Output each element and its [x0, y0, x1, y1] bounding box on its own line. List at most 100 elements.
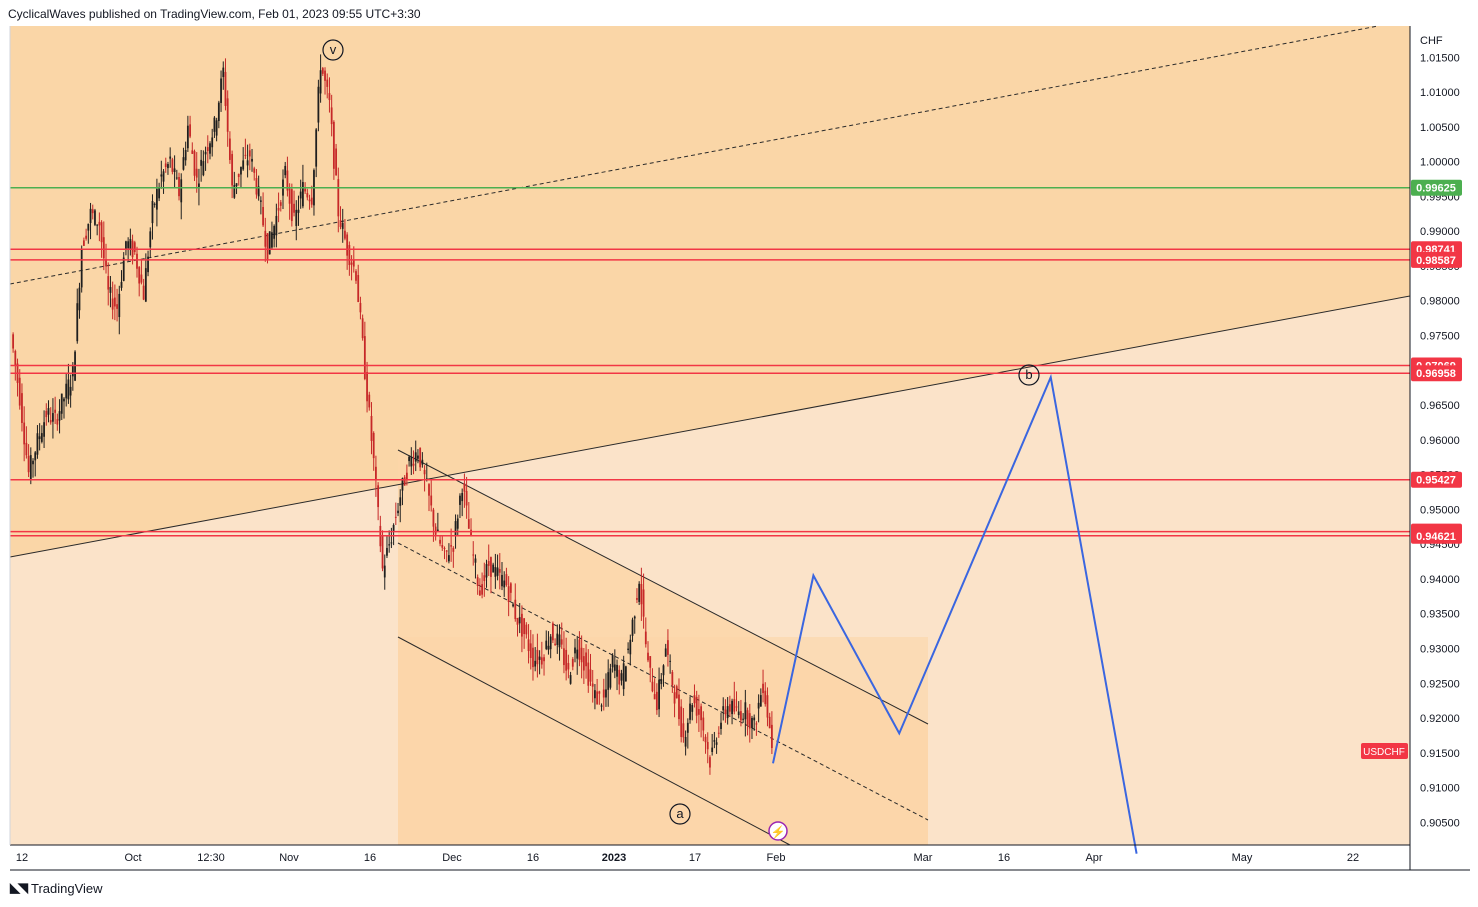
candle-body: [421, 459, 424, 465]
candle-body: [164, 163, 167, 168]
candle-body: [536, 649, 539, 665]
candle-body: [253, 168, 256, 173]
candle-body: [644, 631, 647, 645]
candle-body: [355, 271, 357, 281]
candle-body: [339, 220, 342, 227]
candle-body: [706, 741, 709, 750]
candle-body: [32, 460, 34, 465]
candle-body: [713, 740, 716, 742]
candle-body: [711, 747, 714, 753]
candle-body: [485, 564, 488, 578]
candle-body: [545, 640, 548, 649]
candle-body: [310, 197, 313, 205]
candle-body: [627, 648, 630, 650]
candle-body: [742, 718, 745, 720]
candle-body: [567, 662, 570, 670]
candle-body: [317, 86, 320, 123]
candle-body: [467, 519, 470, 529]
candle-body: [642, 589, 645, 617]
candle-body: [377, 485, 380, 508]
candle-body: [514, 599, 517, 620]
plot-area[interactable]: [10, 26, 1410, 845]
candle-body: [691, 705, 694, 712]
candle-body: [651, 681, 654, 692]
candle-body: [94, 210, 96, 225]
candle-body: [89, 208, 92, 223]
candle-body: [100, 222, 103, 243]
candle-body: [324, 70, 326, 81]
trendlines: [9, 25, 1411, 846]
y-tick-label: 0.90500: [1420, 817, 1460, 829]
candle-body: [204, 151, 207, 155]
candle-body: [543, 657, 545, 662]
candle-body: [405, 472, 408, 481]
y-tick-label: 0.97500: [1420, 331, 1460, 343]
y-tick-label: 0.93500: [1420, 609, 1460, 621]
candle-body: [82, 240, 85, 246]
candle-body: [636, 598, 638, 600]
axes: CHF1.015001.010001.005001.000000.995000.…: [9, 26, 1470, 871]
candle-body: [366, 371, 368, 402]
candle-body: [27, 455, 30, 473]
lightning-icon: ⚡: [771, 825, 786, 839]
candle-body: [206, 147, 209, 151]
candle-body: [240, 166, 242, 175]
upper-zone: [10, 26, 1410, 557]
candle-body: [585, 652, 587, 667]
candle-body: [138, 267, 141, 284]
candle-body: [184, 150, 187, 161]
level-tag-label: 0.98587: [1416, 255, 1456, 267]
candle-body: [733, 699, 736, 712]
candle-body: [229, 138, 231, 160]
candle-body: [140, 274, 143, 283]
candle-body: [490, 557, 492, 577]
candle-body: [728, 704, 731, 712]
candle-body: [211, 137, 214, 148]
candle-body: [680, 706, 683, 737]
symbol-tag-bg: [1361, 743, 1408, 759]
candle-body: [383, 565, 386, 578]
candle-body: [598, 691, 601, 694]
y-tick-label: 0.98000: [1420, 296, 1460, 308]
level-tag-label: 0.96958: [1416, 368, 1456, 380]
candle-body: [180, 179, 183, 203]
candle-body: [142, 285, 145, 300]
y-tick-label: 0.92500: [1420, 678, 1460, 690]
candle-body: [359, 302, 362, 313]
candle-body: [417, 455, 419, 459]
candle-body: [638, 583, 641, 602]
candle-body: [709, 757, 711, 768]
candle-body: [65, 383, 68, 399]
candle-body: [441, 545, 444, 548]
candle-body: [616, 664, 618, 677]
candle-body: [757, 702, 760, 709]
candle-body: [198, 183, 200, 189]
candle-body: [547, 645, 550, 650]
y-axis-currency: CHF: [1420, 35, 1443, 47]
level-tag-bg: [1411, 527, 1462, 544]
candle-body: [523, 618, 526, 635]
candle-body: [255, 178, 258, 195]
candle-body: [29, 455, 32, 481]
candle-body: [689, 703, 691, 720]
candle-body: [279, 202, 282, 206]
wave-label-a: a: [676, 806, 684, 821]
candle-body: [63, 398, 65, 402]
candle-body: [534, 660, 537, 667]
candle-body: [611, 655, 614, 668]
candle-body: [448, 555, 450, 562]
candle-body: [589, 669, 592, 682]
candle-body: [133, 242, 136, 253]
candle-body: [770, 724, 773, 748]
level-tag-bg: [1411, 365, 1462, 382]
candle-body: [175, 177, 178, 179]
wave-label-b: b: [1025, 367, 1032, 382]
candle-body: [251, 158, 253, 162]
tradingview-logo[interactable]: ◣◥ TradingView: [10, 880, 103, 896]
candle-body: [647, 652, 649, 661]
candle-body: [624, 666, 627, 682]
candle-body: [591, 683, 594, 687]
candle-body: [403, 477, 406, 486]
tradingview-logo-text: TradingView: [31, 880, 103, 896]
